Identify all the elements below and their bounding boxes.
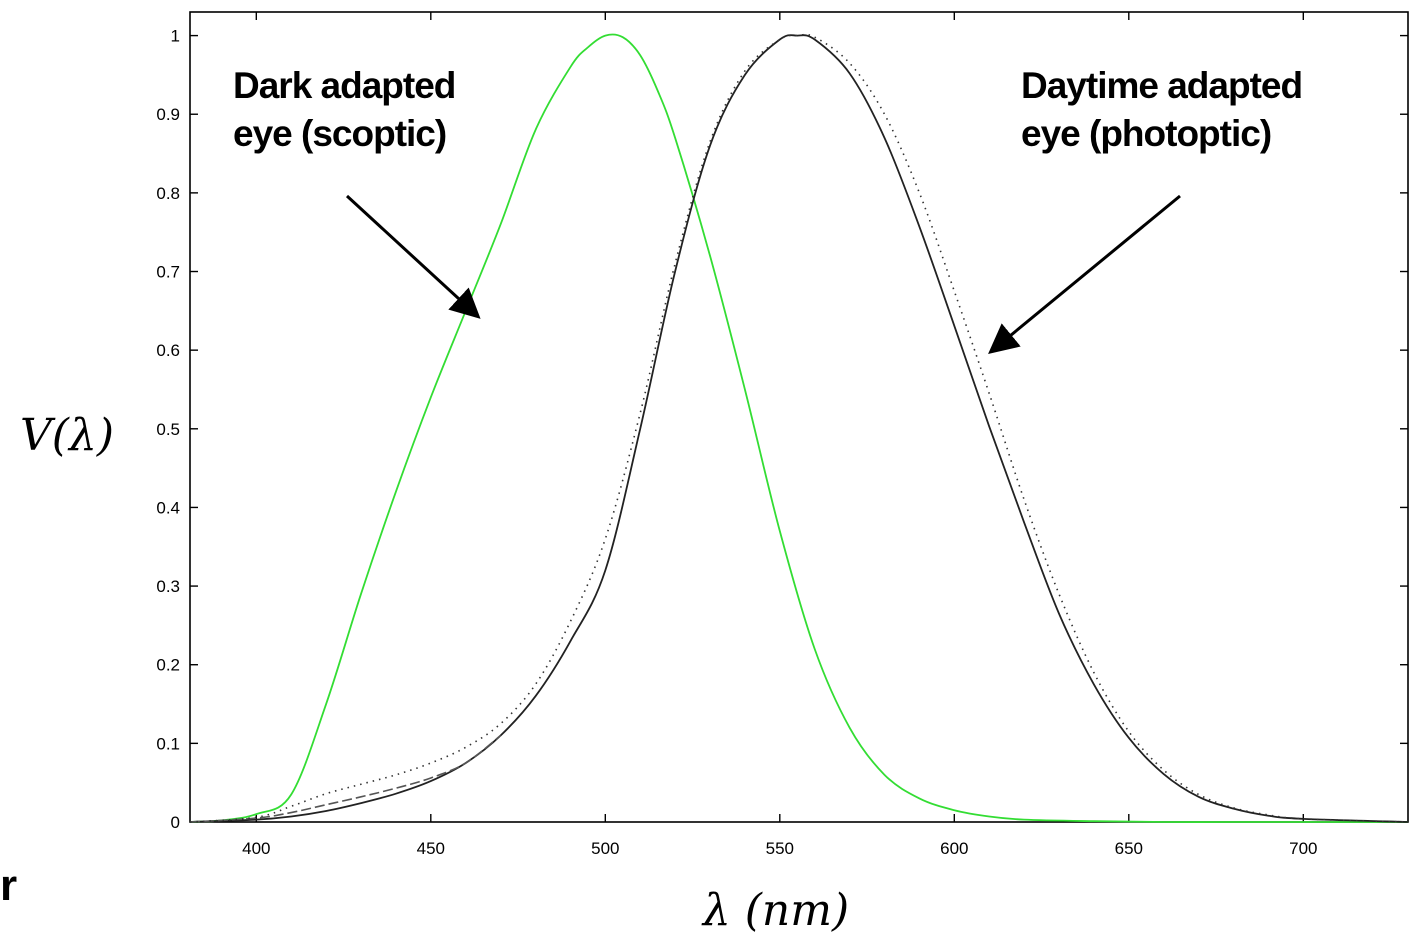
x-tick-label: 550 [766,839,794,858]
scotopic-curve [189,33,1408,823]
y-tick-label: 0.2 [156,656,180,675]
x-tick-label: 600 [940,839,968,858]
y-tick-label: 0.6 [156,341,180,360]
x-axis-title: λ (nm) [701,885,849,936]
arrow-scotopic [345,194,481,319]
stray-glyph: r [0,861,17,910]
y-tick-label: 1 [171,27,180,46]
arrow-photopic [988,194,1181,354]
x-tick-label: 700 [1289,839,1317,858]
annotation-layer: Dark adapted eye (scoptic) Daytime adapted… [233,65,1303,354]
annotation-line: eye (photoptic) [1021,113,1271,154]
x-tick-label: 450 [417,839,445,858]
y-tick-label: 0 [171,813,180,832]
y-axis-title: V(λ) [20,410,114,461]
photopic-dashed-variant [189,734,502,823]
x-tick-label: 400 [242,839,270,858]
ticks-layer: 400 450 500 550 600 650 700 0 0.1 0.2 0.3 0.4 0.5 0.6… [156,12,1408,858]
x-tick-label: 500 [591,839,619,858]
annotation-photopic: Daytime adapted eye (photoptic) [1021,65,1302,154]
plot-frame [189,11,1409,823]
y-tick-label: 0.3 [156,577,180,596]
annotation-line: Daytime adapted [1021,65,1302,106]
series-layer [189,33,1409,823]
annotation-scotopic: Dark adapted eye (scoptic) [233,65,455,154]
x-tick-label: 650 [1115,839,1143,858]
y-tick-label: 0.4 [156,498,180,517]
y-tick-label: 0.8 [156,184,180,203]
y-tick-label: 0.7 [156,263,180,282]
y-tick-label: 0.1 [156,734,180,753]
annotation-line: eye (scoptic) [233,113,446,154]
annotation-line: Dark adapted [233,65,455,106]
y-tick-label: 0.9 [156,105,180,124]
y-tick-label: 0.5 [156,420,180,439]
